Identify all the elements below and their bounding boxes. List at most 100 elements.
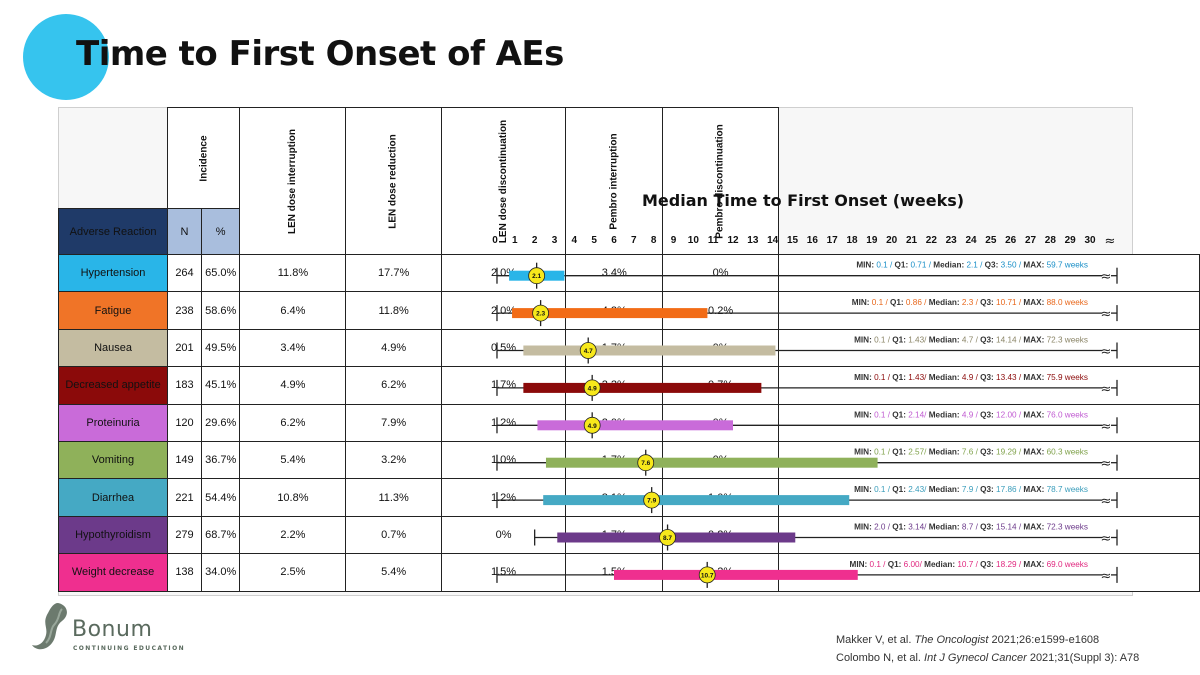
x-tick-label: 18	[846, 235, 858, 246]
cell-n: 221	[167, 478, 202, 517]
x-tick-label: 3	[552, 235, 558, 246]
line-break-marker: ≈	[1101, 345, 1112, 360]
stat-value: 19.29 /	[994, 448, 1024, 457]
median-marker	[532, 304, 550, 322]
stat-key: Median:	[929, 448, 960, 457]
stat-value: 12.00 /	[994, 410, 1024, 419]
cell-len-red: 6.2%	[345, 366, 442, 405]
x-tick-label: 7	[631, 235, 637, 246]
stat-value: 0.1 /	[872, 373, 892, 382]
median-label: 10.7	[701, 572, 714, 579]
line-break-marker: ≈	[1101, 270, 1112, 285]
stat-key: MIN:	[852, 298, 870, 307]
col-header-len-interruption: LEN dose interruption	[239, 107, 347, 255]
adverse-reaction-label: Decreased appetite	[57, 366, 169, 405]
x-tick-label: 25	[985, 235, 997, 246]
x-tick-label: 28	[1045, 235, 1057, 246]
stat-key: Q1:	[892, 410, 906, 419]
median-label: 7.6	[641, 460, 650, 467]
chart-row-cell	[777, 328, 1200, 368]
cell-n: 264	[167, 253, 202, 293]
line-break-marker: ≈	[1101, 419, 1112, 434]
x-tick-label: 4	[572, 235, 578, 246]
x-tick-label: 15	[787, 235, 799, 246]
stat-key: MAX:	[1023, 448, 1044, 457]
stat-value: 2.0 /	[872, 523, 892, 532]
stat-value: 0.1 /	[872, 336, 892, 345]
x-tick-label: 2	[532, 235, 538, 246]
stat-value: 78.7 weeks	[1044, 485, 1088, 494]
cell-n: 120	[167, 403, 202, 442]
median-label: 8.7	[663, 535, 672, 542]
median-marker	[583, 379, 601, 397]
cell-pct: 36.7%	[200, 440, 241, 480]
stat-key: Median:	[924, 560, 955, 569]
stat-value: 13.43 /	[994, 373, 1024, 382]
cell-len-int: 4.9%	[239, 366, 347, 405]
x-tick-label: 21	[906, 235, 918, 246]
stat-key: MIN:	[854, 410, 872, 419]
stat-key: MIN:	[850, 560, 868, 569]
stat-key: Q3:	[980, 373, 994, 382]
stat-key: MAX:	[1023, 336, 1044, 345]
bonum-logo-icon	[32, 603, 67, 650]
stat-value: 2.57/	[906, 448, 929, 457]
chart-row-cell	[777, 403, 1200, 442]
stat-value: 4.9 /	[960, 373, 980, 382]
stat-value: 75.9 weeks	[1044, 373, 1088, 382]
col-header-len-discontinuation: LEN dose discontinuation	[440, 107, 567, 255]
median-marker	[579, 342, 597, 359]
stat-key: Median:	[933, 261, 964, 270]
x-tick-label: 30	[1084, 235, 1096, 246]
cell-len-disc: 1.0%	[440, 440, 567, 480]
stat-key: Q3:	[980, 336, 994, 345]
stat-key: MIN:	[854, 485, 872, 494]
iqr-box	[523, 382, 762, 393]
stat-key: Q3:	[980, 485, 994, 494]
iqr-box	[537, 420, 733, 431]
median-label: 4.7	[584, 348, 593, 355]
x-tick-label: 1	[512, 235, 518, 246]
median-marker	[698, 566, 716, 584]
stat-key: Median:	[929, 373, 960, 382]
stat-key: Median:	[929, 298, 960, 307]
cell-len-int: 11.8%	[239, 253, 347, 293]
stat-value: 2.1 /	[964, 261, 984, 270]
stat-value: 76.0 weeks	[1044, 410, 1088, 419]
x-tick-label: 8	[651, 235, 657, 246]
stat-value: 4.9 /	[960, 410, 980, 419]
x-tick-label: 5	[591, 235, 597, 246]
stat-key: Q1:	[895, 261, 909, 270]
stat-value: 72.3 weeks	[1044, 523, 1088, 532]
axis-break-label: ≈	[1105, 234, 1116, 249]
stat-value: 10.7 /	[955, 560, 980, 569]
stats-label: MIN: 0.1 / Q1: 2.14/ Median: 4.9 / Q3: 1…	[854, 410, 1088, 419]
incidence-header: Incidence	[167, 107, 241, 209]
stat-key: MAX:	[1023, 523, 1044, 532]
chart-row-cell	[777, 366, 1200, 405]
median-marker	[528, 267, 546, 285]
stat-key: Q3:	[980, 410, 994, 419]
median-label: 7.9	[647, 498, 656, 505]
line-break-marker: ≈	[1101, 382, 1112, 397]
cell-pct: 49.5%	[200, 328, 241, 368]
stat-key: Q3:	[980, 448, 994, 457]
stat-key: MIN:	[856, 261, 874, 270]
stat-value: 6.00/	[901, 560, 924, 569]
stat-key: MAX:	[1023, 560, 1044, 569]
stats-label: MIN: 0.1 / Q1: 2.57/ Median: 7.6 / Q3: 1…	[854, 448, 1088, 457]
adverse-reaction-header: Adverse Reaction	[57, 208, 169, 255]
cell-n: 201	[167, 328, 202, 368]
x-tick-label: 14	[767, 235, 779, 246]
x-tick-label: 16	[807, 235, 819, 246]
stat-key: Q1:	[892, 485, 906, 494]
stat-value: 0.1 /	[867, 560, 887, 569]
line-break-marker: ≈	[1101, 569, 1112, 584]
median-label: 2.1	[532, 273, 541, 280]
stats-label: MIN: 0.1 / Q1: 0.71 / Median: 2.1 / Q3: …	[856, 261, 1088, 270]
stat-value: 0.1 /	[874, 261, 894, 270]
cell-len-disc: 1.5%	[440, 553, 567, 592]
